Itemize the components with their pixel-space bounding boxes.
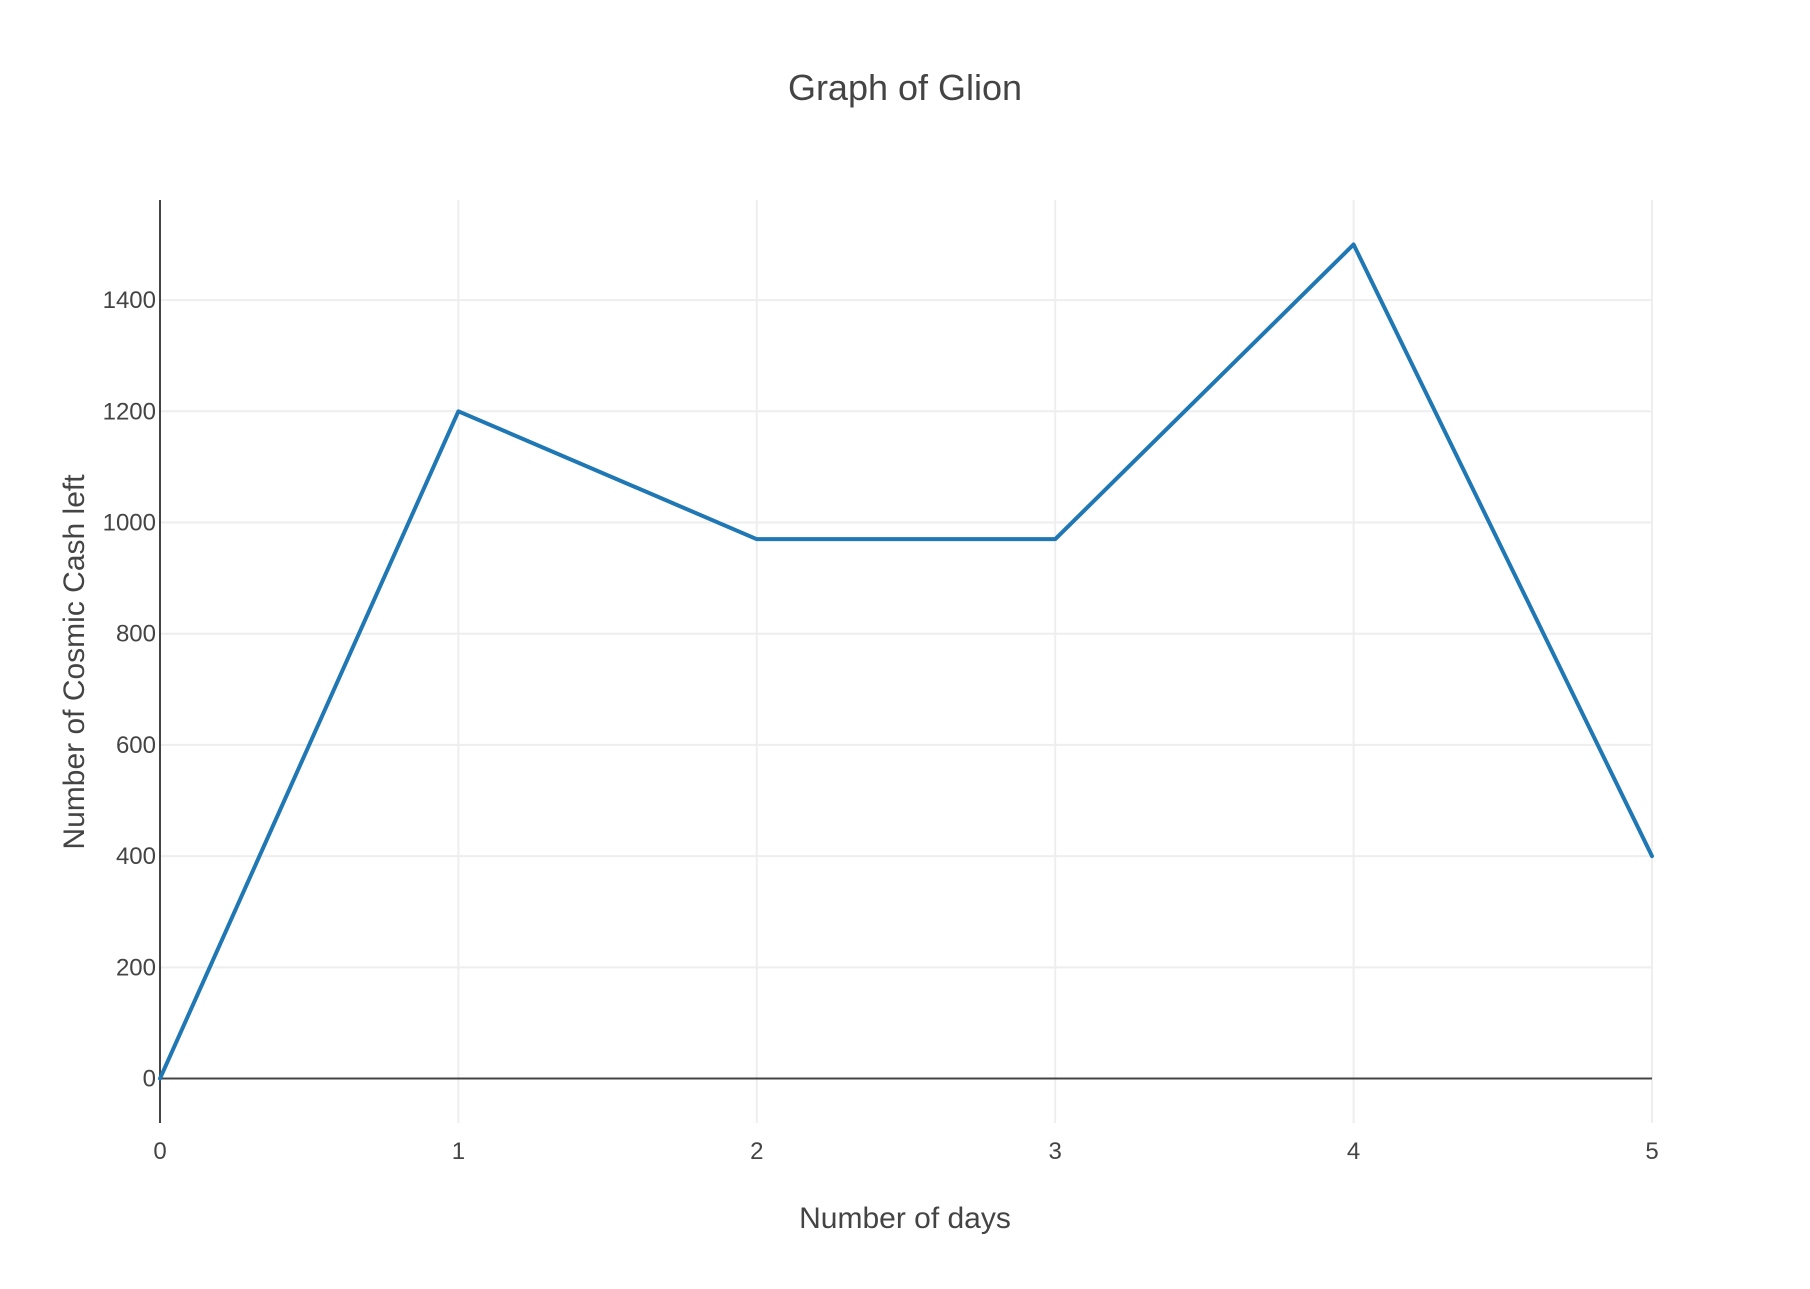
x-tick-label: 5 [1645, 1138, 1658, 1165]
y-tick-label: 800 [116, 621, 156, 648]
axes-layer [159, 200, 1652, 1123]
x-tick-label: 0 [153, 1138, 166, 1165]
y-tick-label: 1400 [103, 287, 156, 314]
grid-layer [160, 200, 1653, 1123]
y-axis-title: Number of Cosmic Cash left [58, 474, 91, 850]
y-tick-label: 0 [143, 1066, 156, 1093]
chart-title: Graph of Glion [788, 67, 1022, 108]
tick-labels: 0 200 400 600 800 1000 1200 1400 0 1 2 3 4 5 [103, 287, 1659, 1165]
y-tick-label: 1000 [103, 509, 156, 536]
y-tick-label: 400 [116, 843, 156, 870]
x-tick-label: 2 [750, 1138, 763, 1165]
series-line [158, 242, 1654, 1081]
y-tick-label: 1200 [103, 398, 156, 425]
y-tick-label: 200 [116, 954, 156, 981]
x-tick-label: 1 [452, 1138, 465, 1165]
x-axis-title: Number of days [799, 1202, 1011, 1235]
x-tick-label: 3 [1049, 1138, 1062, 1165]
series-layer [158, 242, 1654, 1081]
y-tick-label: 600 [116, 732, 156, 759]
x-tick-label: 4 [1347, 1138, 1360, 1165]
